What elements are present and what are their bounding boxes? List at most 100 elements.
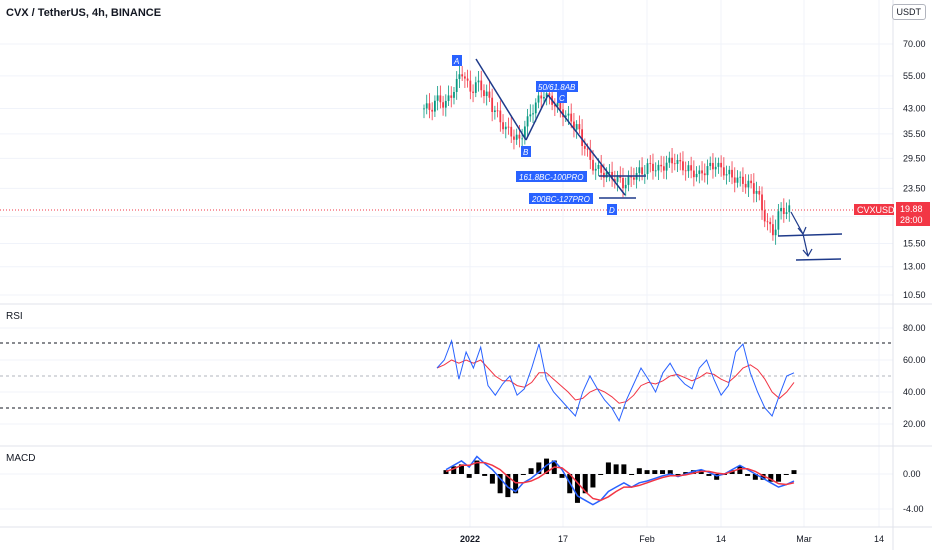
candle-body xyxy=(581,129,584,146)
elliott-drawings[interactable] xyxy=(475,58,843,261)
rsi-tick-label: 80.00 xyxy=(903,323,926,333)
candle-body xyxy=(573,121,575,130)
candle-body xyxy=(646,163,649,175)
wave-a-b-line[interactable] xyxy=(475,58,527,141)
candle-body xyxy=(436,95,439,101)
candle-body xyxy=(543,96,545,99)
candle-body xyxy=(763,210,766,222)
unit-button[interactable]: USDT xyxy=(891,4,926,20)
macd-hist-bar xyxy=(683,472,689,474)
candle-body xyxy=(709,162,712,167)
label-b-box xyxy=(521,146,531,157)
candle-body xyxy=(477,80,480,83)
rsi-tick-label: 20.00 xyxy=(903,419,926,429)
time-axis[interactable]: 2022 17 Feb 14 Mar 14 xyxy=(460,534,884,544)
candle-body xyxy=(442,102,444,108)
macd-hist-bar xyxy=(482,474,488,476)
candle-body xyxy=(630,176,633,178)
macd-pane-title: MACD xyxy=(6,453,36,464)
candle-body xyxy=(690,165,693,171)
candle-body xyxy=(624,184,627,189)
time-tick-label: 14 xyxy=(716,534,726,544)
candle-body xyxy=(652,163,654,172)
support-line-1[interactable] xyxy=(777,233,843,237)
candle-body xyxy=(766,221,769,223)
candle-body xyxy=(458,74,461,79)
candle-body xyxy=(682,161,684,171)
candle-body xyxy=(507,126,510,128)
symbol-tag-box xyxy=(854,204,894,215)
price-tick-label: 15.50 xyxy=(903,238,926,248)
candle-body xyxy=(608,171,611,173)
time-tick-label: 14 xyxy=(874,534,884,544)
signal-line xyxy=(445,461,795,502)
candle-body xyxy=(472,91,474,93)
macd-hist-bar xyxy=(474,460,480,474)
candle-body xyxy=(545,93,548,97)
candle-body xyxy=(483,90,485,97)
macd-hist-bar xyxy=(451,466,457,474)
time-tick-label: 17 xyxy=(558,534,568,544)
macd-hist-bar xyxy=(458,464,464,474)
candle-body xyxy=(559,102,562,110)
candle-body xyxy=(657,164,660,171)
rsi-ma-line xyxy=(436,359,795,404)
candle-body xyxy=(474,82,477,93)
price-tick-label: 43.00 xyxy=(903,103,926,113)
candle-body xyxy=(698,170,701,174)
candle-body xyxy=(504,126,507,130)
candle-body xyxy=(534,102,537,114)
candle-body xyxy=(643,174,646,175)
candle-body xyxy=(518,134,521,139)
wave-c-d-line[interactable] xyxy=(547,94,626,196)
macd-tick-label: 0.00 xyxy=(903,469,921,479)
macd-hist-bar xyxy=(528,468,534,474)
macd-hist-bar xyxy=(675,474,681,476)
last-price: 19.88 xyxy=(900,204,923,214)
candle-body xyxy=(660,164,663,167)
candle-body xyxy=(695,173,698,178)
macd-axis[interactable]: 0.00 -4.00 xyxy=(903,469,924,514)
price-tick-label: 10.50 xyxy=(903,290,926,300)
candle-body xyxy=(744,183,747,188)
macd-hist-bar xyxy=(489,474,495,484)
macd-hist-bar xyxy=(505,474,511,498)
macd-hist-bar xyxy=(745,474,751,476)
candle-body xyxy=(654,170,657,172)
macd-hist-bar xyxy=(706,474,712,476)
candle-body xyxy=(480,80,483,91)
candle-body xyxy=(733,177,736,183)
macd-hist-bar xyxy=(629,474,635,475)
support-line-2[interactable] xyxy=(795,258,842,261)
candle-body xyxy=(548,93,551,96)
candle-body xyxy=(717,162,720,167)
candle-body xyxy=(523,126,526,139)
candle-body xyxy=(785,212,788,214)
candle-body xyxy=(780,207,782,212)
candle-body xyxy=(668,157,671,163)
label-200: 200BC-127PRO xyxy=(531,195,590,204)
candle-body xyxy=(649,163,652,165)
label-d: D xyxy=(609,206,615,215)
macd-hist-bar xyxy=(644,470,650,474)
candle-body xyxy=(747,180,750,188)
candle-body xyxy=(739,176,742,178)
macd-hist-bar xyxy=(605,462,611,474)
candle-body xyxy=(466,78,469,81)
arrow-head-icon xyxy=(802,248,813,258)
candle-body xyxy=(687,165,690,172)
price-axis[interactable]: 70.0055.0043.0035.5029.5023.5019.0015.50… xyxy=(903,39,926,300)
candle-body xyxy=(673,163,676,165)
macd-hist-bar xyxy=(466,474,472,478)
wave-b-c-line[interactable] xyxy=(525,94,549,141)
macd-hist-bar xyxy=(768,474,774,482)
macd-hist-bar xyxy=(443,470,449,474)
price-tick-label: 70.00 xyxy=(903,39,926,49)
candle-body xyxy=(769,221,772,225)
projection-arrow[interactable] xyxy=(790,211,809,257)
rsi-axis[interactable]: 80.00 60.00 40.00 20.00 xyxy=(903,323,926,429)
candle-body xyxy=(777,211,780,230)
price-tick-label: 13.00 xyxy=(903,262,926,272)
candle-body xyxy=(521,138,524,140)
